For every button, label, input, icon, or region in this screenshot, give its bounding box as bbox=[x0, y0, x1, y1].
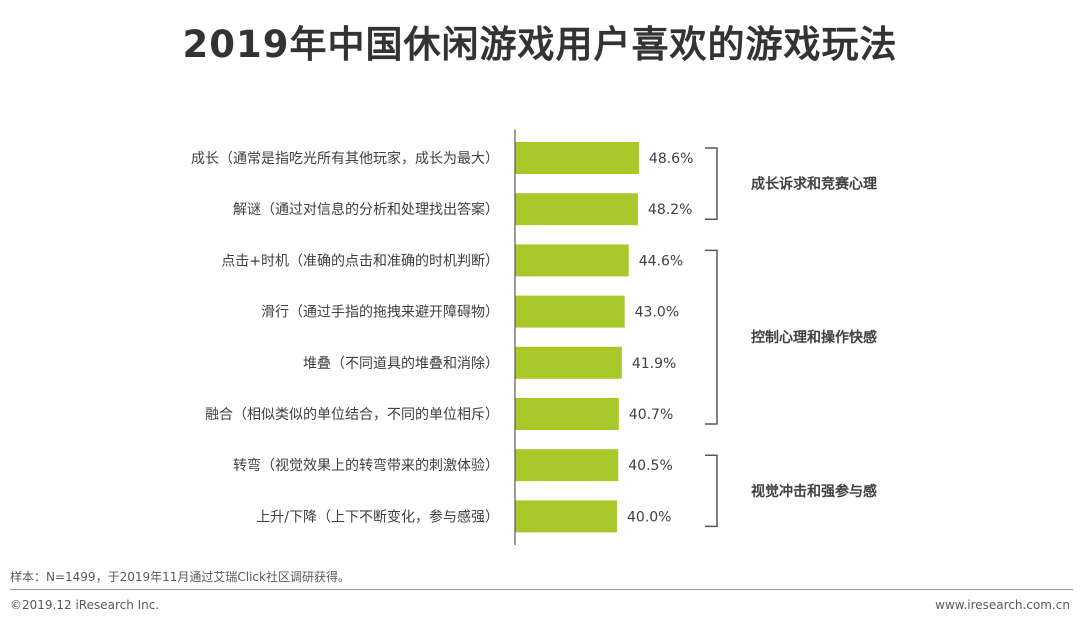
bar bbox=[515, 142, 639, 174]
category-label: 解谜（通过对信息的分析和处理找出答案） bbox=[233, 201, 499, 218]
value-label: 48.2% bbox=[648, 202, 692, 218]
category-label: 点击+时机（准确的点击和准确的时机判断） bbox=[221, 253, 499, 269]
footer-divider bbox=[10, 589, 1073, 590]
value-label: 41.9% bbox=[632, 356, 676, 372]
bar bbox=[515, 449, 619, 482]
value-label: 40.5% bbox=[628, 458, 672, 474]
bar bbox=[515, 346, 622, 379]
value-label: 48.6% bbox=[649, 151, 693, 167]
category-label: 上升/下降（上下不断变化，参与感强） bbox=[256, 508, 499, 525]
group-label: 成长诉求和竞赛心理 bbox=[751, 176, 877, 193]
bar bbox=[515, 244, 629, 277]
copyright-text: ©2019.12 iResearch Inc. bbox=[10, 598, 160, 612]
bar bbox=[515, 398, 619, 430]
chart-title: 2019年中国休闲游戏用户喜欢的游戏玩法 bbox=[182, 23, 898, 66]
group-bracket bbox=[705, 249, 718, 425]
value-label: 40.0% bbox=[627, 509, 671, 525]
group-bracket bbox=[705, 454, 718, 528]
bar-chart: 成长（通常是指吃光所有其他玩家，成长为最大） 48.6% 解谜（通过对信息的分析和处… bbox=[191, 129, 877, 545]
category-label: 成长（通常是指吃光所有其他玩家，成长为最大） bbox=[191, 150, 499, 167]
group-label: 视觉冲击和强参与感 bbox=[751, 483, 877, 500]
bar bbox=[515, 500, 617, 533]
group-label: 控制心理和操作快感 bbox=[751, 329, 877, 346]
group-bracket bbox=[705, 147, 718, 220]
website-link[interactable]: www.iresearch.com.cn bbox=[935, 598, 1070, 612]
category-label: 滑行（通过手指的拖拽来避开障碍物） bbox=[261, 304, 499, 321]
category-label: 转弯（视觉效果上的转弯带来的刺激体验） bbox=[233, 457, 499, 474]
bar bbox=[515, 295, 625, 328]
value-label: 44.6% bbox=[639, 253, 683, 269]
sample-note: 样本：N=1499，于2019年11月通过艾瑞Click社区调研获得。 bbox=[10, 570, 350, 584]
value-label: 43.0% bbox=[635, 305, 679, 321]
category-label: 堆叠（不同道具的堆叠和消除） bbox=[303, 356, 499, 372]
category-label: 融合（相似类似的单位结合，不同的单位相斥） bbox=[205, 407, 499, 423]
value-label: 40.7% bbox=[629, 407, 673, 423]
bar bbox=[515, 193, 638, 226]
